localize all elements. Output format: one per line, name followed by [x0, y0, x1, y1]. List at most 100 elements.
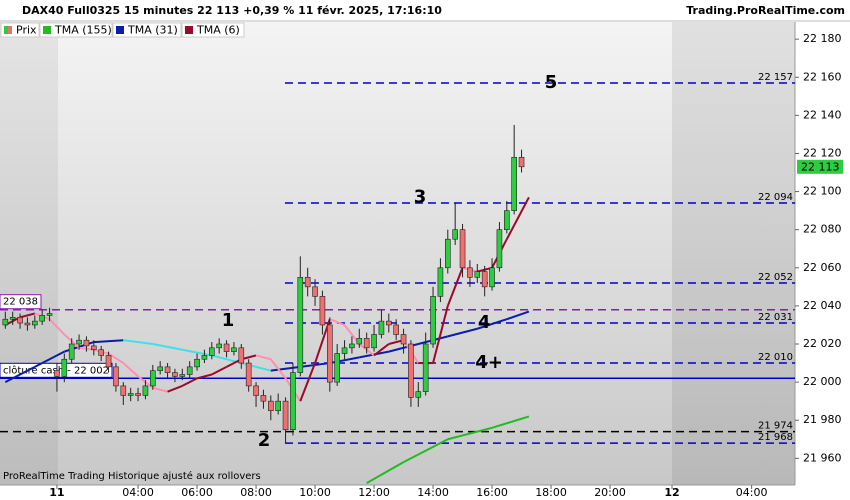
candle-body	[127, 393, 134, 396]
candle-body	[393, 324, 399, 335]
candle-body	[415, 391, 422, 398]
ma-segment	[506, 310, 530, 321]
plot-area	[0, 22, 795, 485]
ma-segment	[373, 343, 390, 357]
footer: ProRealTime Trading Historique ajusté au…	[3, 470, 261, 482]
candle-body	[2, 318, 9, 326]
candle-body	[209, 347, 215, 356]
source: Trading.ProRealTime.com	[686, 4, 845, 17]
y-tick-label: 22 100	[803, 185, 842, 198]
candle-body	[341, 347, 348, 354]
candle-body	[481, 271, 488, 288]
candle-body	[430, 296, 436, 345]
candle-body	[275, 400, 281, 411]
ma-segment	[446, 267, 464, 307]
ma-segment	[19, 312, 36, 319]
ma-segment	[432, 305, 449, 364]
annotation: 1	[222, 310, 235, 331]
legend-swatch	[8, 26, 12, 34]
y-tick-label: 22 180	[803, 32, 842, 45]
y-tick-label: 22 120	[803, 146, 842, 159]
x-tick-label: 16:00	[476, 486, 508, 499]
x-tick-label: 18:00	[535, 486, 567, 499]
candle-body	[437, 267, 444, 297]
candle-body	[164, 366, 171, 373]
candle-body	[444, 238, 451, 269]
candle-body	[518, 156, 525, 168]
candle-body	[290, 372, 296, 431]
candle-body	[201, 355, 208, 360]
y-tick-label: 22 040	[803, 299, 842, 312]
candle-body	[349, 343, 355, 349]
level-label: 22 038	[3, 297, 38, 308]
annotation: 2	[258, 430, 271, 451]
y-tick-label: 22 160	[803, 70, 842, 83]
last-price-box	[797, 159, 843, 174]
level-label: 22 094	[758, 192, 793, 203]
ma-segment	[182, 348, 212, 357]
candle-body	[511, 156, 517, 211]
level-label: clôture cash - 22 002	[3, 364, 109, 376]
candle-body	[459, 229, 466, 269]
ma-segment	[447, 426, 493, 441]
x-tick-label: 06:00	[181, 486, 213, 499]
legend-label: Prix	[16, 24, 37, 37]
ma-segment	[152, 386, 168, 393]
candle-body	[282, 400, 289, 431]
candle-body	[68, 343, 75, 360]
level-label: 22 157	[758, 72, 793, 83]
candle-body	[408, 343, 414, 398]
candle-body	[9, 317, 16, 320]
candle-body	[142, 385, 149, 396]
ma-segment	[152, 343, 183, 351]
candle-body	[172, 372, 178, 377]
ma-segment	[108, 352, 124, 364]
annotation: 5	[545, 72, 558, 93]
ma-segment	[299, 362, 316, 402]
ma-segment	[270, 365, 301, 372]
x-tick-label: 12:00	[358, 486, 390, 499]
candle-body	[186, 366, 193, 375]
candle-body	[24, 322, 31, 326]
x-axis-bg	[0, 485, 850, 500]
candle-body	[452, 229, 458, 240]
ma-segment	[255, 354, 272, 361]
legend-swatch	[185, 26, 193, 34]
legend-box	[112, 22, 182, 38]
legend-swatch	[4, 26, 8, 34]
ma-segment	[505, 196, 530, 240]
candle-body	[356, 337, 363, 345]
candle-body	[363, 337, 370, 349]
level-label: 22 010	[758, 352, 793, 363]
ma-segment	[329, 318, 345, 326]
legend-label: TMA (155)	[54, 24, 112, 37]
ma-segment	[270, 358, 287, 379]
level-label: 21 974	[758, 421, 793, 432]
ma-segment	[167, 384, 183, 393]
candle-body	[378, 320, 385, 335]
chart-title: DAX40 Full0325 15 minutes 22 113 +0,39 %…	[22, 4, 442, 17]
ma-segment	[122, 362, 139, 378]
candle-body	[334, 353, 340, 383]
y-tick-label: 22 060	[803, 261, 842, 274]
level-label-box	[0, 294, 42, 310]
annotation: 3	[414, 186, 427, 207]
candle-body	[253, 385, 259, 396]
candle-body	[135, 393, 141, 396]
candle-body	[223, 343, 230, 352]
candle-body	[245, 362, 252, 387]
x-tick-label: 08:00	[240, 486, 272, 499]
candle-body	[150, 370, 156, 387]
candle-body	[231, 347, 237, 352]
candle-body	[489, 267, 495, 288]
candle-body	[319, 296, 326, 326]
x-tick-label: 11	[49, 486, 64, 499]
legend-label: TMA (6)	[196, 24, 240, 37]
candle-body	[105, 355, 112, 368]
candle-body	[496, 229, 503, 269]
legend-label: TMA (31)	[127, 24, 178, 37]
shaded-session	[0, 22, 58, 485]
y-tick-label: 22 020	[803, 337, 842, 350]
candle-body	[194, 358, 200, 368]
candle-body	[39, 315, 45, 322]
